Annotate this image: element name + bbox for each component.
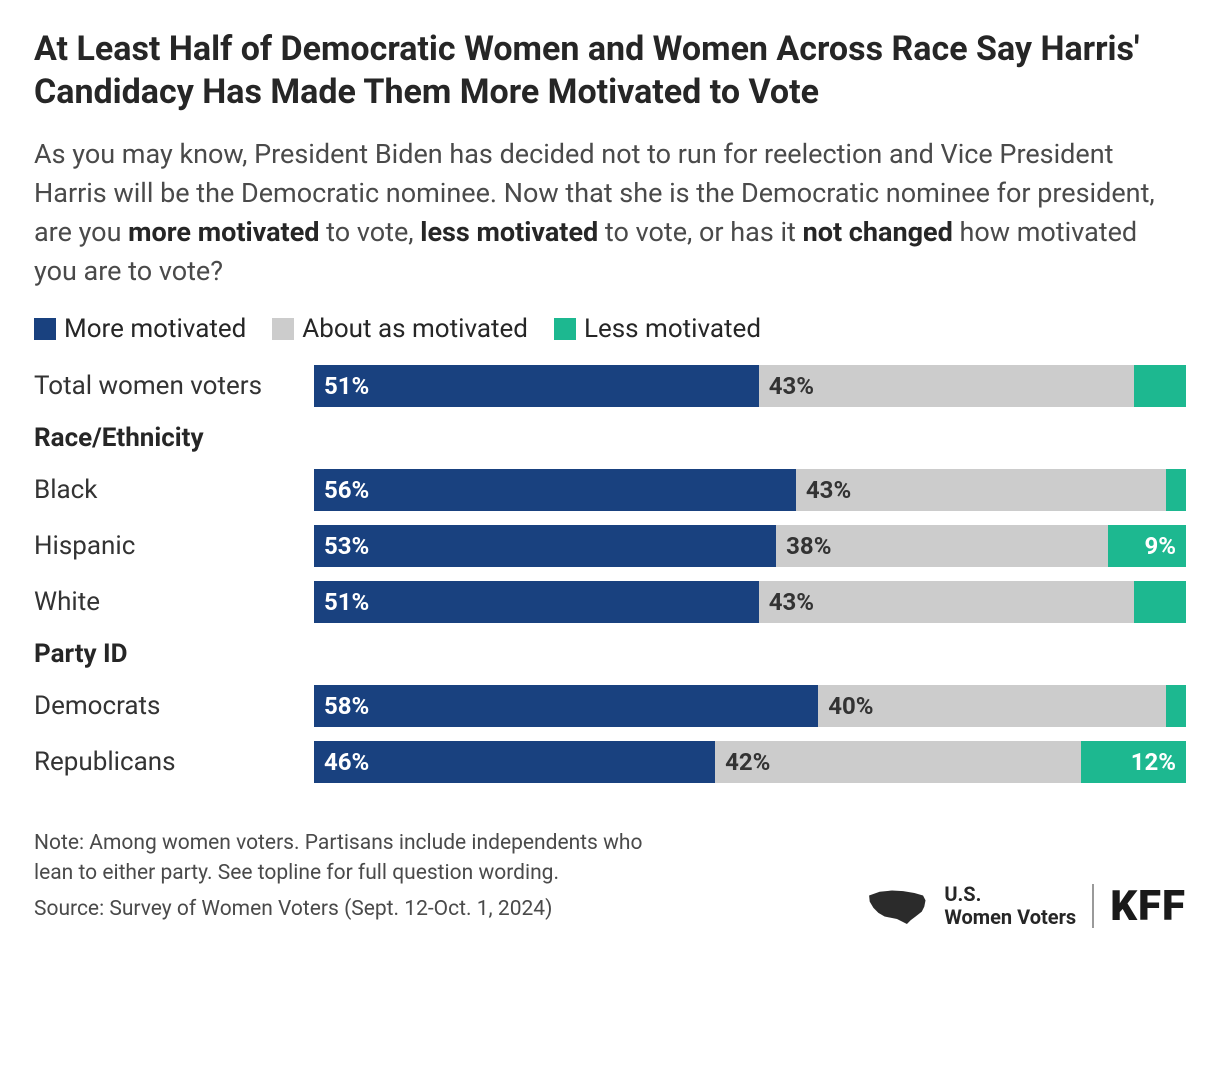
legend-label-more: More motivated [64,314,246,344]
chart-row: Republicans46%42%12% [34,738,1186,786]
group-header-label: Race/Ethnicity [34,423,314,453]
chart-row: Black56%43% [34,466,1186,514]
row-label: Republicans [34,747,314,777]
bar-track: 51%43% [314,581,1186,623]
group-header-row: Party ID [34,634,1186,674]
brand-separator [1092,884,1094,928]
chart-row: Hispanic53%38%9% [34,522,1186,570]
chart-footer: Note: Among women voters. Partisans incl… [34,828,1186,931]
brand-line1: U.S. [944,883,1076,906]
row-label: Hispanic [34,531,314,561]
bar-segment-more: 53% [314,525,776,567]
bar-segment-more: 51% [314,365,759,407]
group-header-label: Party ID [34,639,314,669]
swatch-less [554,318,576,340]
footnote-source: Source: Survey of Women Voters (Sept. 12… [34,894,674,924]
bar-segment-less: 12% [1081,741,1186,783]
bar-segment-less [1166,685,1186,727]
bar-segment-less [1134,365,1186,407]
chart-row: Democrats58%40% [34,682,1186,730]
chart-subtitle: As you may know, President Biden has dec… [34,135,1186,292]
row-label: Total women voters [34,371,314,401]
bar-segment-same: 38% [776,525,1107,567]
bar-segment-less: 9% [1108,525,1186,567]
brand-line2: Women Voters [944,906,1076,929]
bar-track: 58%40% [314,685,1186,727]
chart-title: At Least Half of Democratic Women and Wo… [34,28,1186,113]
bar-segment-same: 43% [759,581,1134,623]
kff-logo: KFF [1110,882,1186,931]
brand-text: U.S. Women Voters [944,883,1076,929]
bar-track: 53%38%9% [314,525,1186,567]
brand-block: U.S. Women Voters KFF [866,882,1186,931]
bar-track: 46%42%12% [314,741,1186,783]
bar-segment-more: 58% [314,685,818,727]
row-label: Black [34,475,314,505]
bar-segment-less [1134,581,1186,623]
chart-row: Total women voters51%43% [34,362,1186,410]
swatch-more [34,318,56,340]
bar-segment-less [1166,469,1186,511]
group-header-row: Race/Ethnicity [34,418,1186,458]
legend-item-less: Less motivated [554,314,761,344]
bar-segment-more: 51% [314,581,759,623]
bar-segment-same: 42% [715,741,1081,783]
legend-label-less: Less motivated [584,314,761,344]
bar-segment-more: 56% [314,469,796,511]
us-map-icon [866,886,928,926]
bar-track: 56%43% [314,469,1186,511]
bar-segment-same: 43% [796,469,1166,511]
row-label: Democrats [34,691,314,721]
row-label: White [34,587,314,617]
swatch-same [272,318,294,340]
legend: More motivated About as motivated Less m… [34,314,1186,344]
bar-segment-same: 43% [759,365,1134,407]
footnotes: Note: Among women voters. Partisans incl… [34,828,674,931]
legend-label-same: About as motivated [302,314,528,344]
legend-item-same: About as motivated [272,314,528,344]
chart-row: White51%43% [34,578,1186,626]
bar-chart: Total women voters51%43%Race/EthnicityBl… [34,362,1186,786]
bar-segment-same: 40% [818,685,1166,727]
bar-segment-more: 46% [314,741,715,783]
bar-track: 51%43% [314,365,1186,407]
legend-item-more: More motivated [34,314,246,344]
footnote-note: Note: Among women voters. Partisans incl… [34,828,674,889]
